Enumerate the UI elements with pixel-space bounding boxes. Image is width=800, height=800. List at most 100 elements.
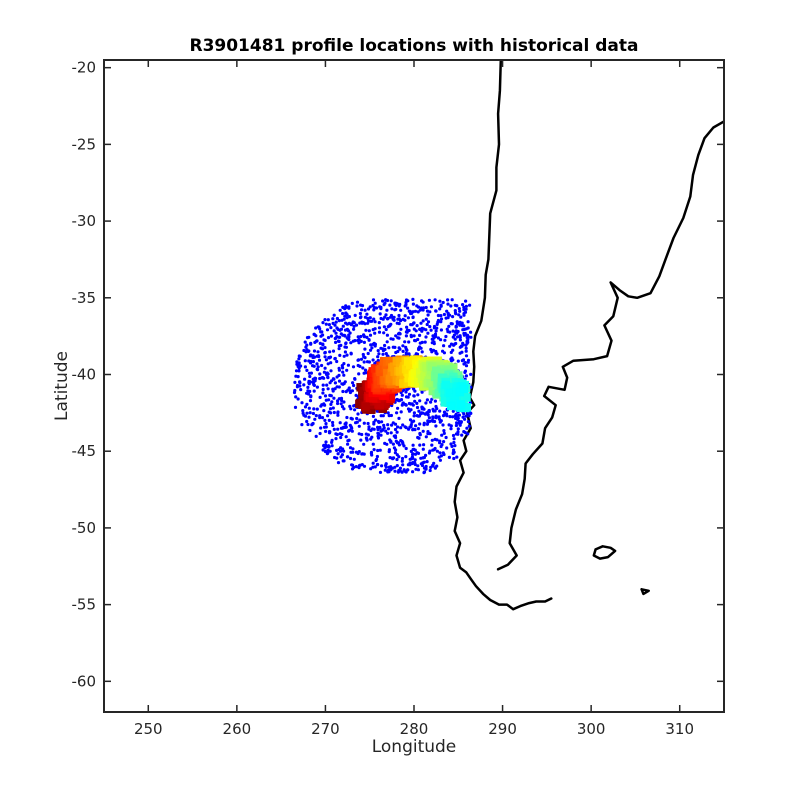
historical-point <box>466 411 470 415</box>
historical-point <box>397 346 401 350</box>
historical-point <box>346 363 350 367</box>
historical-point <box>344 422 348 426</box>
historical-point <box>395 464 399 468</box>
historical-point <box>367 338 371 342</box>
historical-point <box>352 327 356 331</box>
historical-point <box>391 442 395 446</box>
historical-point <box>336 427 340 431</box>
historical-point <box>457 307 461 311</box>
historical-point <box>452 440 456 445</box>
historical-point <box>330 400 334 404</box>
historical-point <box>439 314 443 318</box>
historical-point <box>376 425 380 429</box>
y-tick-label: -50 <box>72 519 97 537</box>
historical-point <box>388 438 392 442</box>
historical-point <box>415 451 419 455</box>
historical-point <box>422 423 426 427</box>
historical-point <box>467 424 471 428</box>
historical-point <box>398 318 402 322</box>
historical-point <box>386 427 390 431</box>
historical-point <box>293 405 298 409</box>
historical-point <box>299 388 303 392</box>
historical-point <box>412 334 416 338</box>
historical-point <box>428 325 432 329</box>
historical-point <box>431 448 435 452</box>
historical-point <box>425 460 429 464</box>
historical-point <box>469 330 473 334</box>
historical-point <box>360 452 364 456</box>
historical-point <box>404 334 408 338</box>
historical-point <box>346 439 350 443</box>
historical-point <box>334 320 338 324</box>
historical-point <box>362 333 366 337</box>
historical-point <box>468 303 472 307</box>
x-tick-label: 260 <box>223 720 252 738</box>
historical-point <box>401 423 405 427</box>
historical-point <box>318 341 322 345</box>
y-tick-label: -35 <box>72 289 97 307</box>
historical-point <box>303 377 307 381</box>
historical-point <box>325 383 329 387</box>
historical-point <box>303 359 307 363</box>
historical-point <box>376 349 380 353</box>
historical-point <box>412 419 416 423</box>
historical-point <box>317 354 321 359</box>
historical-point <box>380 464 384 468</box>
historical-point <box>329 326 333 330</box>
historical-point <box>323 318 327 322</box>
historical-point <box>347 386 351 390</box>
historical-point <box>456 329 460 334</box>
historical-point <box>376 448 380 453</box>
historical-point <box>460 324 464 328</box>
historical-point <box>368 333 373 337</box>
axis-ticks: 250 260 270 280 290 300 310 -20 -25 -30 -35 -40 -45 -… <box>72 59 724 738</box>
historical-point <box>366 321 370 325</box>
historical-point <box>380 420 384 424</box>
historical-point <box>362 360 366 364</box>
historical-point <box>411 302 415 306</box>
historical-point <box>326 414 330 418</box>
historical-point <box>422 443 426 447</box>
historical-point <box>340 382 344 386</box>
historical-point <box>325 328 330 332</box>
historical-point <box>347 315 351 319</box>
y-tick-label: -25 <box>72 135 97 153</box>
historical-point <box>333 387 337 391</box>
historical-point <box>430 341 434 345</box>
historical-point <box>360 308 364 312</box>
historical-point <box>449 427 453 431</box>
historical-point <box>363 347 367 351</box>
historical-point <box>366 351 370 356</box>
historical-point <box>298 381 302 385</box>
historical-point <box>462 362 466 366</box>
historical-point <box>303 405 308 409</box>
historical-point <box>320 416 325 420</box>
historical-point <box>322 402 326 406</box>
historical-point <box>342 449 346 453</box>
historical-point <box>315 407 319 411</box>
historical-point <box>453 444 457 448</box>
historical-point <box>372 448 376 452</box>
historical-point <box>416 464 420 468</box>
historical-point <box>330 379 334 383</box>
historical-point <box>312 407 316 411</box>
historical-point <box>386 431 390 435</box>
historical-point <box>401 441 405 445</box>
historical-point <box>394 307 398 311</box>
historical-point <box>453 303 457 307</box>
historical-point <box>458 335 462 339</box>
historical-point <box>464 354 469 358</box>
historical-point <box>308 389 312 393</box>
historical-point <box>404 446 408 451</box>
historical-point <box>344 435 348 439</box>
x-tick-label: 280 <box>400 720 429 738</box>
historical-point <box>343 345 347 349</box>
historical-point <box>343 306 347 310</box>
historical-point <box>354 421 358 425</box>
historical-point <box>359 339 363 343</box>
historical-point <box>374 306 379 310</box>
historical-point <box>395 453 399 457</box>
historical-point <box>345 455 350 459</box>
historical-point <box>438 451 442 455</box>
historical-point <box>328 407 333 411</box>
